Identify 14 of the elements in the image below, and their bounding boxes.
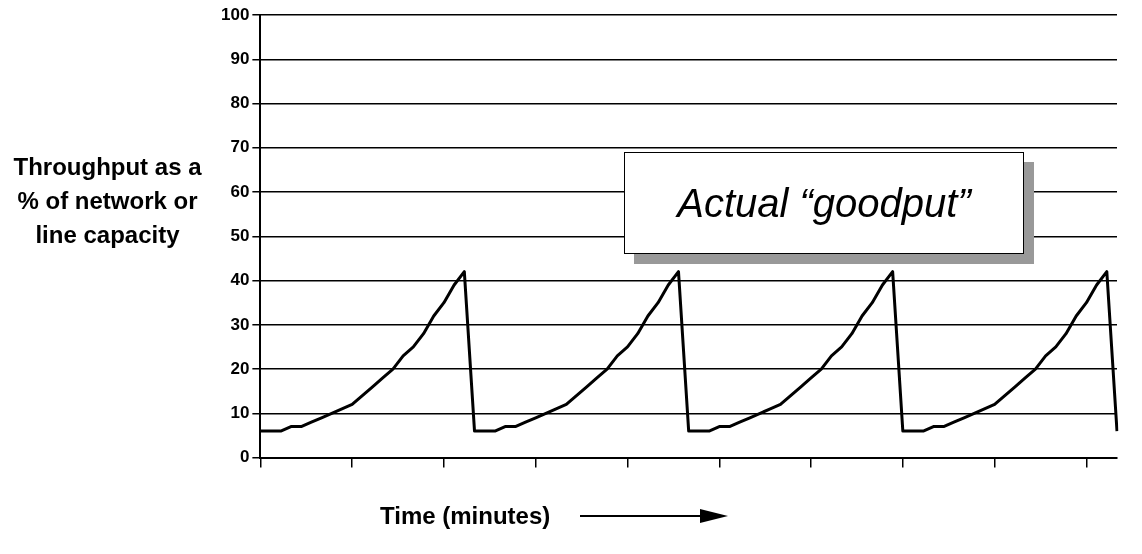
- y-tick-label: 10: [230, 403, 250, 423]
- y-tick-label: 70: [230, 137, 250, 157]
- y-tick-label: 90: [230, 48, 250, 68]
- y-tick-label: 0: [239, 447, 250, 467]
- y-tick-label: 30: [230, 314, 250, 334]
- y-axis-title: Throughput as a % of network or line capacity: [12, 152, 203, 250]
- x-axis-title: Time (minutes): [380, 502, 551, 530]
- y-tick-label: 50: [230, 225, 250, 245]
- annotation: Actual “goodput”: [624, 152, 1024, 254]
- y-tick-label: 20: [230, 358, 250, 378]
- y-tick-label: 40: [230, 270, 250, 290]
- y-tick-label: 80: [230, 93, 250, 113]
- y-tick-label: 60: [230, 181, 250, 201]
- y-tick-label: 100: [220, 4, 250, 24]
